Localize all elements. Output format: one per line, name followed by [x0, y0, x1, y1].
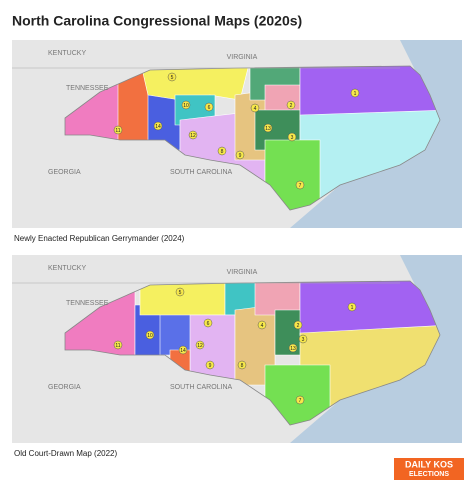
- district-marker: [286, 100, 296, 110]
- district-marker: [195, 340, 205, 350]
- district-number: 8: [241, 363, 244, 369]
- logo-line1: DAILY KOS: [405, 459, 453, 469]
- state-label: VIRGINIA: [227, 54, 258, 61]
- district-marker: [350, 88, 360, 98]
- district-number: 11: [115, 128, 120, 134]
- district-marker: [153, 121, 163, 131]
- district-marker: [288, 343, 298, 353]
- district-number: 9: [239, 153, 242, 159]
- district-marker: [298, 334, 308, 344]
- map-caption: Newly Enacted Republican Gerrymander (20…: [14, 234, 185, 243]
- district-number: 3: [302, 337, 305, 343]
- district-marker: [293, 320, 303, 330]
- district-marker: [235, 150, 245, 160]
- district-marker: [217, 146, 227, 156]
- state-label: GEORGIA: [48, 169, 81, 176]
- district-number: 2: [297, 323, 300, 329]
- district-number: 7: [299, 183, 302, 189]
- district-number: 1: [351, 305, 354, 311]
- district-marker: [113, 125, 123, 135]
- district-number: 3: [291, 135, 294, 141]
- district-marker: [178, 345, 188, 355]
- district-marker: [257, 320, 267, 330]
- district-marker: [263, 123, 273, 133]
- district-marker: [113, 340, 123, 350]
- district-number: 7: [299, 398, 302, 404]
- state-outline: [64, 65, 441, 211]
- district-number: 5: [179, 290, 182, 296]
- state-label: VIRGINIA: [227, 269, 258, 276]
- district-marker: [295, 180, 305, 190]
- map: KENTUCKY VIRGINIA TENNESSEE GEORGIA SOUTH CA…: [12, 40, 462, 243]
- state-label: KENTUCKY: [48, 50, 86, 57]
- district-marker: [295, 395, 305, 405]
- district-marker: [250, 103, 260, 113]
- district-marker: [175, 287, 185, 297]
- district-number: 6: [207, 321, 210, 327]
- state-label: TENNESSEE: [66, 300, 109, 307]
- district-number: 10: [147, 333, 153, 339]
- district-area: [299, 66, 440, 121]
- map: KENTUCKY VIRGINIA TENNESSEE GEORGIA SOUTH CA…: [12, 255, 462, 458]
- district-marker: [204, 102, 214, 112]
- district-number: 5: [171, 75, 174, 81]
- state-label: SOUTH CAROLINA: [170, 169, 233, 176]
- state-label: GEORGIA: [48, 384, 81, 391]
- district-area: [299, 281, 440, 336]
- state-label: KENTUCKY: [48, 265, 86, 272]
- district-number: 6: [208, 105, 211, 111]
- district-number: 11: [115, 343, 120, 349]
- logo-line2: ELECTIONS: [409, 471, 449, 478]
- state-label: SOUTH CAROLINA: [170, 384, 233, 391]
- map-caption: Old Court-Drawn Map (2022): [14, 449, 117, 458]
- district-number: 2: [290, 103, 293, 109]
- district-marker: [205, 360, 215, 370]
- district-number: 12: [190, 133, 196, 139]
- district-number: 9: [209, 363, 212, 369]
- ocean: [290, 40, 462, 228]
- district-marker: [237, 360, 247, 370]
- logo-box: [394, 458, 464, 480]
- district-marker: [287, 132, 297, 142]
- district-number: 4: [254, 106, 257, 112]
- district-number: 13: [265, 126, 271, 132]
- state-label: TENNESSEE: [66, 85, 109, 92]
- district-marker: [203, 318, 213, 328]
- district-number: 14: [180, 348, 186, 354]
- title: North Carolina Congressional Maps (2020s…: [12, 13, 302, 29]
- district-marker: [181, 100, 191, 110]
- district-number: 8: [221, 149, 224, 155]
- district-number: 13: [290, 346, 296, 352]
- district-number: 1: [354, 91, 357, 97]
- district-number: 14: [155, 124, 161, 130]
- district-number: 10: [183, 103, 189, 109]
- district-number: 12: [197, 343, 203, 349]
- district-marker: [188, 130, 198, 140]
- district-marker: [145, 330, 155, 340]
- state-outline: [64, 280, 441, 426]
- ocean: [290, 255, 462, 443]
- district-number: 4: [261, 323, 264, 329]
- district-marker: [167, 72, 177, 82]
- district-marker: [347, 302, 357, 312]
